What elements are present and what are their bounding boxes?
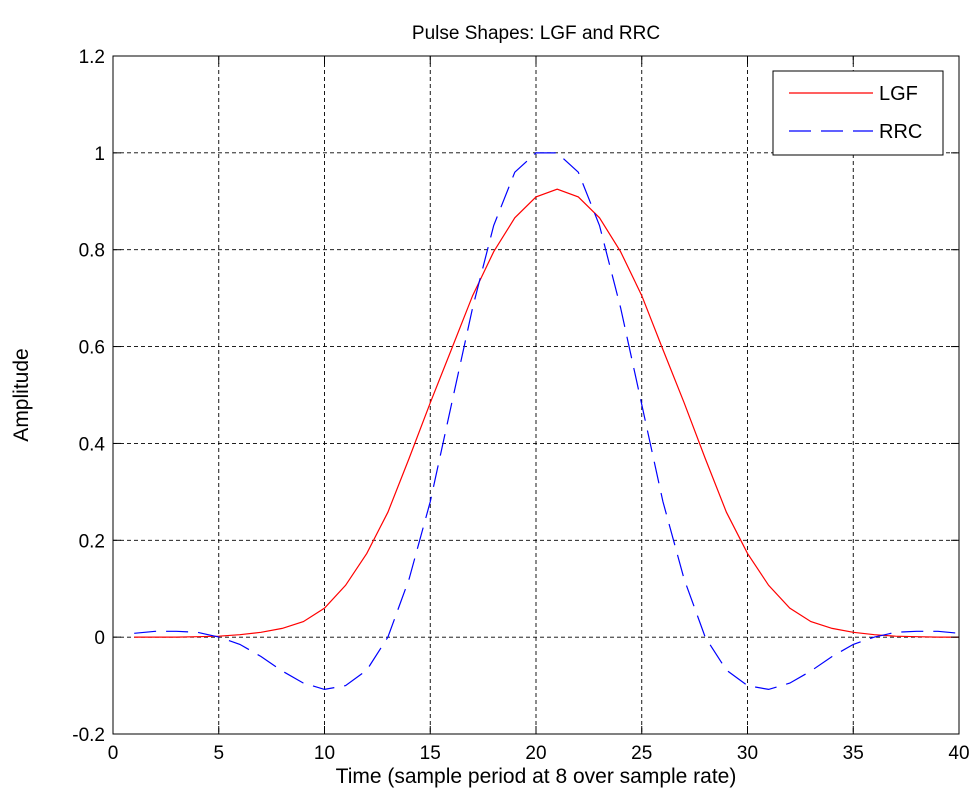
series-line-rrc <box>134 152 960 691</box>
legend-label-rrc: RRC <box>879 121 922 143</box>
series-layer <box>134 152 960 691</box>
y-axis-label: Amplitude <box>10 348 33 441</box>
y-tick-label: 0.2 <box>79 531 105 552</box>
y-tick-label: 0.8 <box>79 241 105 262</box>
x-tick-label: 35 <box>843 743 864 764</box>
x-axis-label: Time (sample period at 8 over sample rat… <box>336 765 737 788</box>
y-tick-label: 0.6 <box>79 338 105 359</box>
x-tick-label: 5 <box>213 743 224 764</box>
y-tick-label: 0 <box>94 628 105 649</box>
x-tick-label: 10 <box>314 743 335 764</box>
x-tick-label: 20 <box>525 743 546 764</box>
ticks: 0 5 10 15 20 25 30 35 40-0.200.20.40.60.811.2 <box>72 47 969 764</box>
legend: LGF RRC <box>772 70 944 156</box>
chart-title: Pulse Shapes: LGF and RRC <box>412 23 660 44</box>
y-tick-label: 0.4 <box>79 434 106 455</box>
x-tick-label: 25 <box>631 743 652 764</box>
legend-label-lgf: LGF <box>879 83 918 105</box>
y-tick-label: -0.2 <box>72 725 105 746</box>
x-tick-label: 0 <box>108 743 119 764</box>
y-tick-label: 1 <box>94 144 105 165</box>
x-tick-label: 15 <box>420 743 441 764</box>
legend-box <box>772 70 944 156</box>
grid <box>113 56 959 734</box>
x-tick-label: 30 <box>737 743 758 764</box>
x-tick-label: 40 <box>948 743 969 764</box>
y-tick-label: 1.2 <box>79 47 105 68</box>
series-line-lgf <box>134 188 959 638</box>
